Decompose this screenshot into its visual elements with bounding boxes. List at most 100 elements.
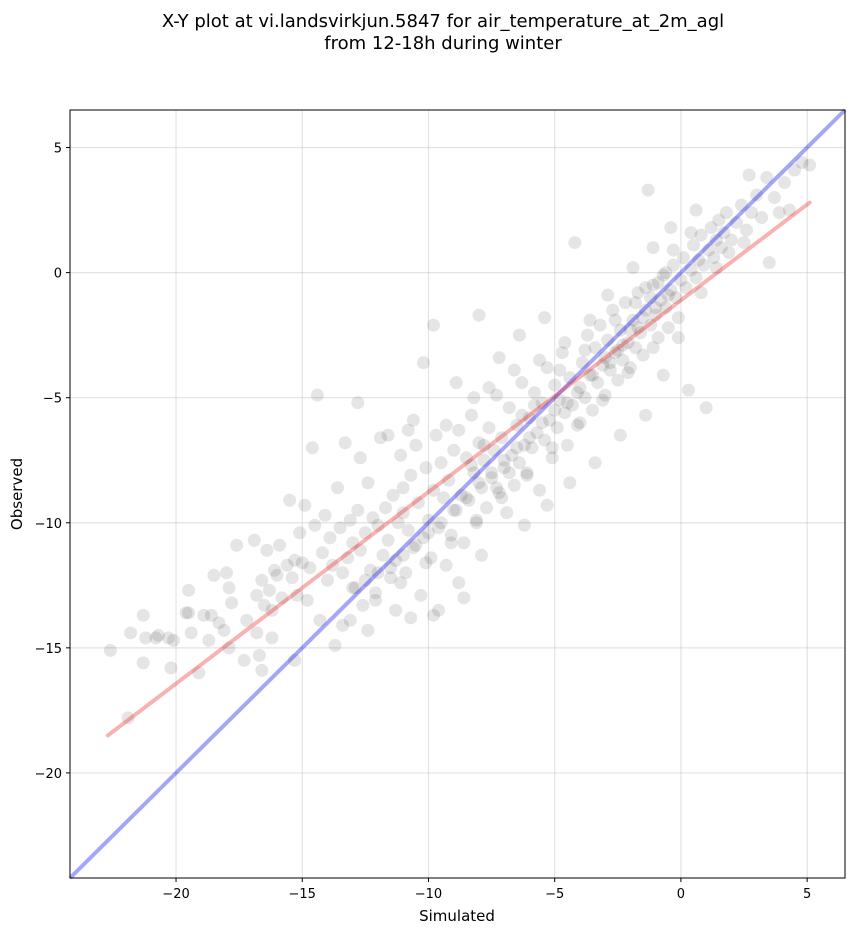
data-point	[273, 538, 287, 552]
data-point	[704, 221, 718, 235]
data-point	[391, 516, 405, 530]
x-tick-label: −20	[162, 887, 189, 902]
data-point	[462, 493, 476, 507]
data-point	[581, 328, 595, 342]
data-point	[767, 191, 781, 205]
data-point	[361, 623, 375, 637]
data-point	[338, 436, 352, 450]
data-point	[136, 656, 150, 670]
data-point	[586, 403, 600, 417]
data-point	[346, 536, 360, 550]
data-point	[676, 251, 690, 265]
y-tick-label: −15	[35, 642, 62, 657]
data-point	[618, 296, 632, 310]
data-point	[782, 203, 796, 217]
data-point	[250, 588, 264, 602]
data-point	[681, 383, 695, 397]
data-point	[606, 303, 620, 317]
data-point	[570, 386, 584, 400]
data-point	[596, 393, 610, 407]
data-point	[674, 273, 688, 287]
data-point	[399, 566, 413, 580]
data-point	[533, 353, 547, 367]
data-point	[401, 423, 415, 437]
data-point	[265, 631, 279, 645]
data-point	[485, 466, 499, 480]
data-point	[409, 438, 423, 452]
y-tick-label: −10	[35, 517, 62, 532]
data-point	[419, 556, 433, 570]
y-tick-label: −20	[35, 767, 62, 782]
data-point	[734, 198, 748, 212]
data-point	[368, 586, 382, 600]
data-point	[591, 376, 605, 390]
data-point	[666, 243, 680, 257]
data-point	[671, 311, 685, 325]
data-point	[644, 291, 658, 305]
data-point	[586, 368, 600, 382]
data-point	[406, 541, 420, 555]
data-point	[515, 408, 529, 422]
data-point	[283, 493, 297, 507]
data-point	[212, 616, 226, 630]
data-point	[353, 451, 367, 465]
data-point	[634, 326, 648, 340]
data-point	[310, 388, 324, 402]
data-point	[467, 391, 481, 405]
data-point	[742, 168, 756, 182]
data-point	[573, 381, 587, 395]
data-point	[482, 421, 496, 435]
x-tick-label: −10	[415, 887, 442, 902]
data-point	[517, 438, 531, 452]
data-point	[492, 351, 506, 365]
data-point	[656, 268, 670, 282]
data-point	[601, 333, 615, 347]
data-point	[525, 441, 539, 455]
data-point	[608, 346, 622, 360]
data-point	[295, 556, 309, 570]
data-point	[684, 263, 698, 277]
data-point	[543, 413, 557, 427]
x-axis-ticks: −20 −15 −10 −5 0 5	[162, 878, 811, 902]
data-point	[472, 436, 486, 450]
data-point	[626, 261, 640, 275]
data-point	[598, 388, 612, 402]
y-tick-label: −5	[43, 392, 62, 407]
data-point	[689, 271, 703, 285]
data-point	[305, 441, 319, 455]
data-point	[649, 301, 663, 315]
data-point	[588, 341, 602, 355]
data-point	[351, 396, 365, 410]
data-point	[649, 308, 663, 322]
data-point	[601, 288, 615, 302]
data-point	[487, 443, 501, 457]
data-point	[419, 461, 433, 475]
data-point	[416, 531, 430, 545]
data-point	[626, 313, 640, 327]
grid-lines	[70, 110, 845, 878]
data-point	[560, 396, 574, 410]
data-point	[396, 548, 410, 562]
data-point	[608, 313, 622, 327]
data-point	[712, 213, 726, 227]
data-point	[646, 241, 660, 255]
plot-frame	[69, 109, 846, 879]
data-point	[427, 483, 441, 497]
data-point	[151, 628, 165, 642]
y-axis-label: Observed	[8, 458, 26, 530]
data-point	[230, 538, 244, 552]
data-point	[490, 481, 504, 495]
data-point	[421, 513, 435, 527]
data-point	[326, 558, 340, 572]
data-point	[628, 296, 642, 310]
data-point	[149, 631, 163, 645]
data-point	[636, 311, 650, 325]
data-point	[548, 378, 562, 392]
data-point	[384, 561, 398, 575]
x-axis-label: Simulated	[419, 907, 495, 925]
data-point	[409, 538, 423, 552]
data-point	[517, 518, 531, 532]
data-point	[772, 206, 786, 220]
data-point	[550, 421, 564, 435]
data-point	[379, 501, 393, 515]
